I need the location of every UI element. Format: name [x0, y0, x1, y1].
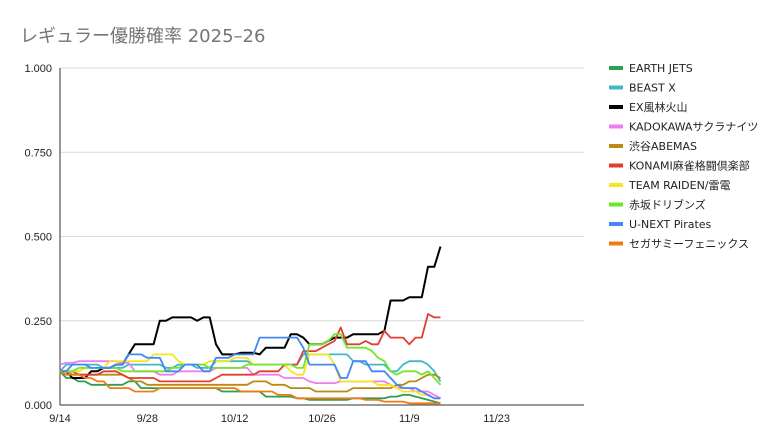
x-tick-label: 9/14 [49, 413, 70, 425]
series-lines [59, 246, 442, 405]
legend-label: BEAST X [629, 82, 676, 95]
series-line [60, 333, 442, 386]
legend-swatch [609, 124, 623, 129]
legend-label: TEAM RAIDEN/雷電 [628, 179, 731, 192]
legend-label: 渋谷ABEMAS [629, 140, 697, 153]
legend-swatch [609, 66, 623, 70]
legend: EARTH JETS BEAST X EX風林火山 KADOKAWAサクラナイツ渋谷A… [609, 62, 758, 251]
x-tick-label: 11/23 [483, 413, 510, 425]
y-tick-label: 0.500 [24, 232, 52, 244]
legend-swatch [609, 85, 623, 90]
y-tick-label: 0.750 [24, 147, 52, 159]
legend-swatch [609, 163, 623, 168]
x-tick-label: 10/12 [221, 413, 249, 425]
legend-label: KONAMI麻雀格闘倶楽部 [629, 159, 750, 173]
legend-swatch [609, 144, 623, 148]
series-line [59, 353, 442, 382]
legend-swatch [609, 222, 623, 226]
legend-label: 赤坂ドリブンズ [629, 198, 706, 212]
y-tick-label: 0.250 [24, 316, 52, 328]
series-line [60, 313, 441, 383]
gridlines [60, 67, 584, 406]
x-tick-label: 9/28 [137, 413, 158, 425]
legend-label: EX風林火山 [629, 100, 688, 114]
y-tick-label: 0.000 [24, 400, 52, 412]
series-line [60, 336, 441, 400]
series-line [60, 246, 442, 379]
series-line [59, 360, 441, 400]
legend-swatch [609, 105, 623, 109]
legend-label: セガサミーフェニックス [629, 238, 749, 251]
legend-label: KADOKAWAサクラナイツ [629, 121, 758, 134]
legend-label: U-NEXT Pirates [629, 218, 712, 231]
legend-swatch [609, 241, 623, 246]
legend-swatch [609, 183, 623, 187]
legend-swatch [609, 202, 623, 207]
y-tick-label: 1.000 [24, 63, 52, 75]
x-tick-label: 11/9 [399, 413, 420, 425]
axes: 0.000 0.250 0.500 0.750 1.000 9/14 9/28 10/12 10… [24, 63, 510, 425]
x-tick-label: 10/26 [308, 413, 336, 425]
chart-title: レギュラー優勝確率 2025–26 [20, 26, 266, 47]
series-line [59, 370, 441, 405]
legend-label: EARTH JETS [629, 62, 693, 75]
